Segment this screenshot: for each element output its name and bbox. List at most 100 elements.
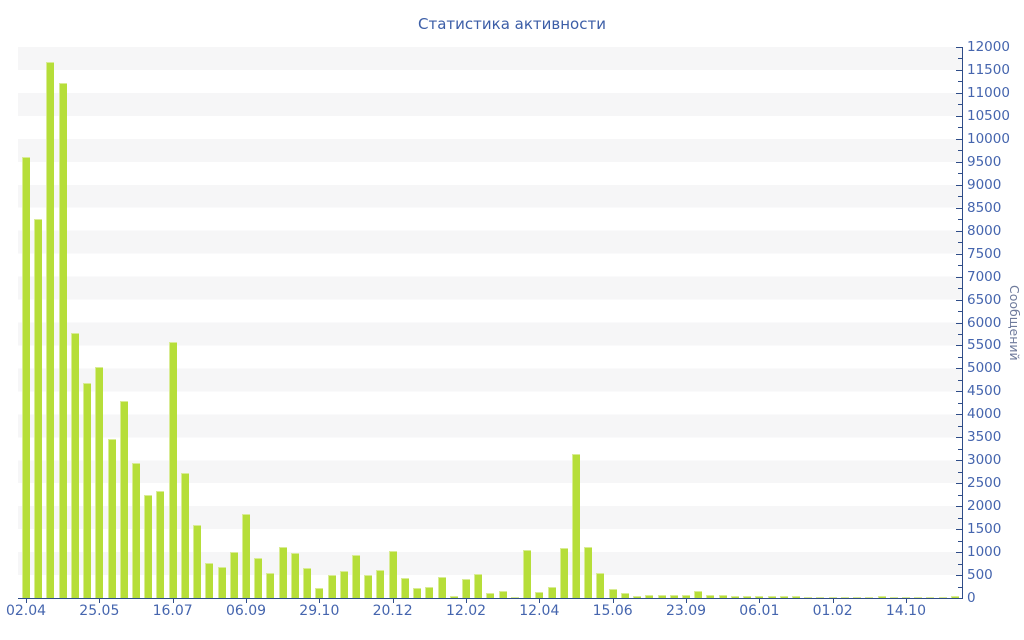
- y-tick-label: 7000: [967, 268, 1002, 285]
- bar: [865, 597, 874, 598]
- y-tick: [956, 598, 962, 599]
- x-tick: [26, 599, 27, 603]
- y-tick: [958, 379, 962, 381]
- bar: [95, 367, 104, 598]
- bar: [950, 596, 959, 598]
- bar: [22, 157, 30, 598]
- x-tick-label: 20.12: [372, 603, 413, 619]
- bar: [535, 592, 544, 598]
- y-tick: [958, 81, 962, 83]
- y-axis-title: Сообщений: [1007, 284, 1022, 361]
- bar: [620, 593, 629, 598]
- y-tick-label: 11500: [967, 61, 1010, 78]
- bar: [119, 401, 128, 598]
- bar: [498, 591, 507, 598]
- bar: [755, 596, 764, 598]
- bar: [400, 578, 409, 598]
- bar: [681, 595, 690, 598]
- bar: [779, 596, 788, 598]
- y-tick: [958, 173, 962, 175]
- y-tick: [958, 242, 962, 244]
- y-axis: [962, 47, 963, 599]
- y-tick: [958, 127, 962, 129]
- bar: [596, 573, 605, 598]
- y-tick: [958, 448, 962, 450]
- x-tick: [392, 599, 394, 603]
- bar: [180, 473, 189, 598]
- y-tick-label: 3000: [967, 452, 1002, 469]
- bar: [58, 83, 67, 598]
- bar: [217, 567, 226, 598]
- bar: [633, 596, 642, 598]
- bar: [364, 575, 373, 598]
- y-tick: [956, 483, 962, 485]
- x-tick-label: 06.09: [225, 603, 267, 619]
- bar: [889, 597, 898, 598]
- bar: [315, 588, 324, 598]
- bar: [608, 589, 617, 598]
- bar: [290, 553, 299, 598]
- y-tick-label: 4500: [967, 383, 1002, 400]
- y-tick: [958, 540, 962, 542]
- bar: [657, 595, 666, 598]
- bar: [926, 597, 935, 598]
- y-tick-label: 8000: [967, 222, 1002, 239]
- y-tick: [956, 322, 962, 324]
- bar: [437, 577, 446, 598]
- bar: [853, 597, 862, 598]
- bar: [266, 573, 275, 598]
- y-tick-label: 8500: [967, 199, 1002, 216]
- y-tick: [956, 575, 962, 577]
- y-tick-label: 11000: [967, 84, 1010, 101]
- bar: [156, 491, 165, 598]
- y-tick: [956, 92, 962, 94]
- x-tick: [832, 599, 834, 603]
- y-tick-label: 2500: [967, 475, 1002, 492]
- bar: [804, 597, 813, 598]
- y-tick: [956, 184, 962, 186]
- x-tick-label: 23.09: [665, 603, 707, 619]
- bar: [547, 587, 556, 598]
- bar: [767, 596, 776, 598]
- y-tick: [956, 368, 962, 370]
- y-tick: [958, 150, 962, 152]
- y-tick: [958, 58, 962, 60]
- y-tick-label: 10500: [967, 107, 1010, 124]
- bar: [70, 333, 79, 598]
- bar: [901, 597, 910, 598]
- y-tick: [956, 230, 962, 232]
- bar: [132, 463, 140, 598]
- bar: [376, 570, 385, 598]
- bar: [168, 342, 177, 598]
- y-tick: [958, 563, 962, 565]
- y-tick: [958, 288, 962, 290]
- y-tick: [958, 356, 962, 358]
- x-tick: [246, 599, 247, 603]
- x-tick: [99, 599, 101, 603]
- y-tick: [956, 460, 962, 462]
- bar: [413, 588, 422, 598]
- x-tick: [612, 599, 614, 603]
- y-tick: [956, 391, 962, 393]
- y-tick: [956, 47, 962, 48]
- y-tick: [956, 161, 962, 163]
- y-tick: [956, 115, 962, 117]
- y-tick: [956, 276, 962, 278]
- plot-area: [18, 47, 963, 598]
- y-tick: [956, 69, 962, 71]
- y-tick-label: 6500: [967, 291, 1002, 308]
- y-tick: [958, 494, 962, 496]
- bar: [706, 595, 715, 598]
- bar: [816, 597, 825, 598]
- x-tick-label: 25.05: [79, 603, 120, 619]
- bar: [83, 383, 92, 598]
- y-tick: [956, 529, 962, 531]
- bar: [339, 571, 348, 598]
- y-tick: [958, 104, 962, 106]
- bar: [694, 591, 703, 598]
- y-tick-label: 2000: [967, 498, 1002, 515]
- bar: [449, 596, 458, 598]
- bar: [559, 548, 568, 598]
- bar: [229, 552, 238, 598]
- bar: [791, 596, 800, 598]
